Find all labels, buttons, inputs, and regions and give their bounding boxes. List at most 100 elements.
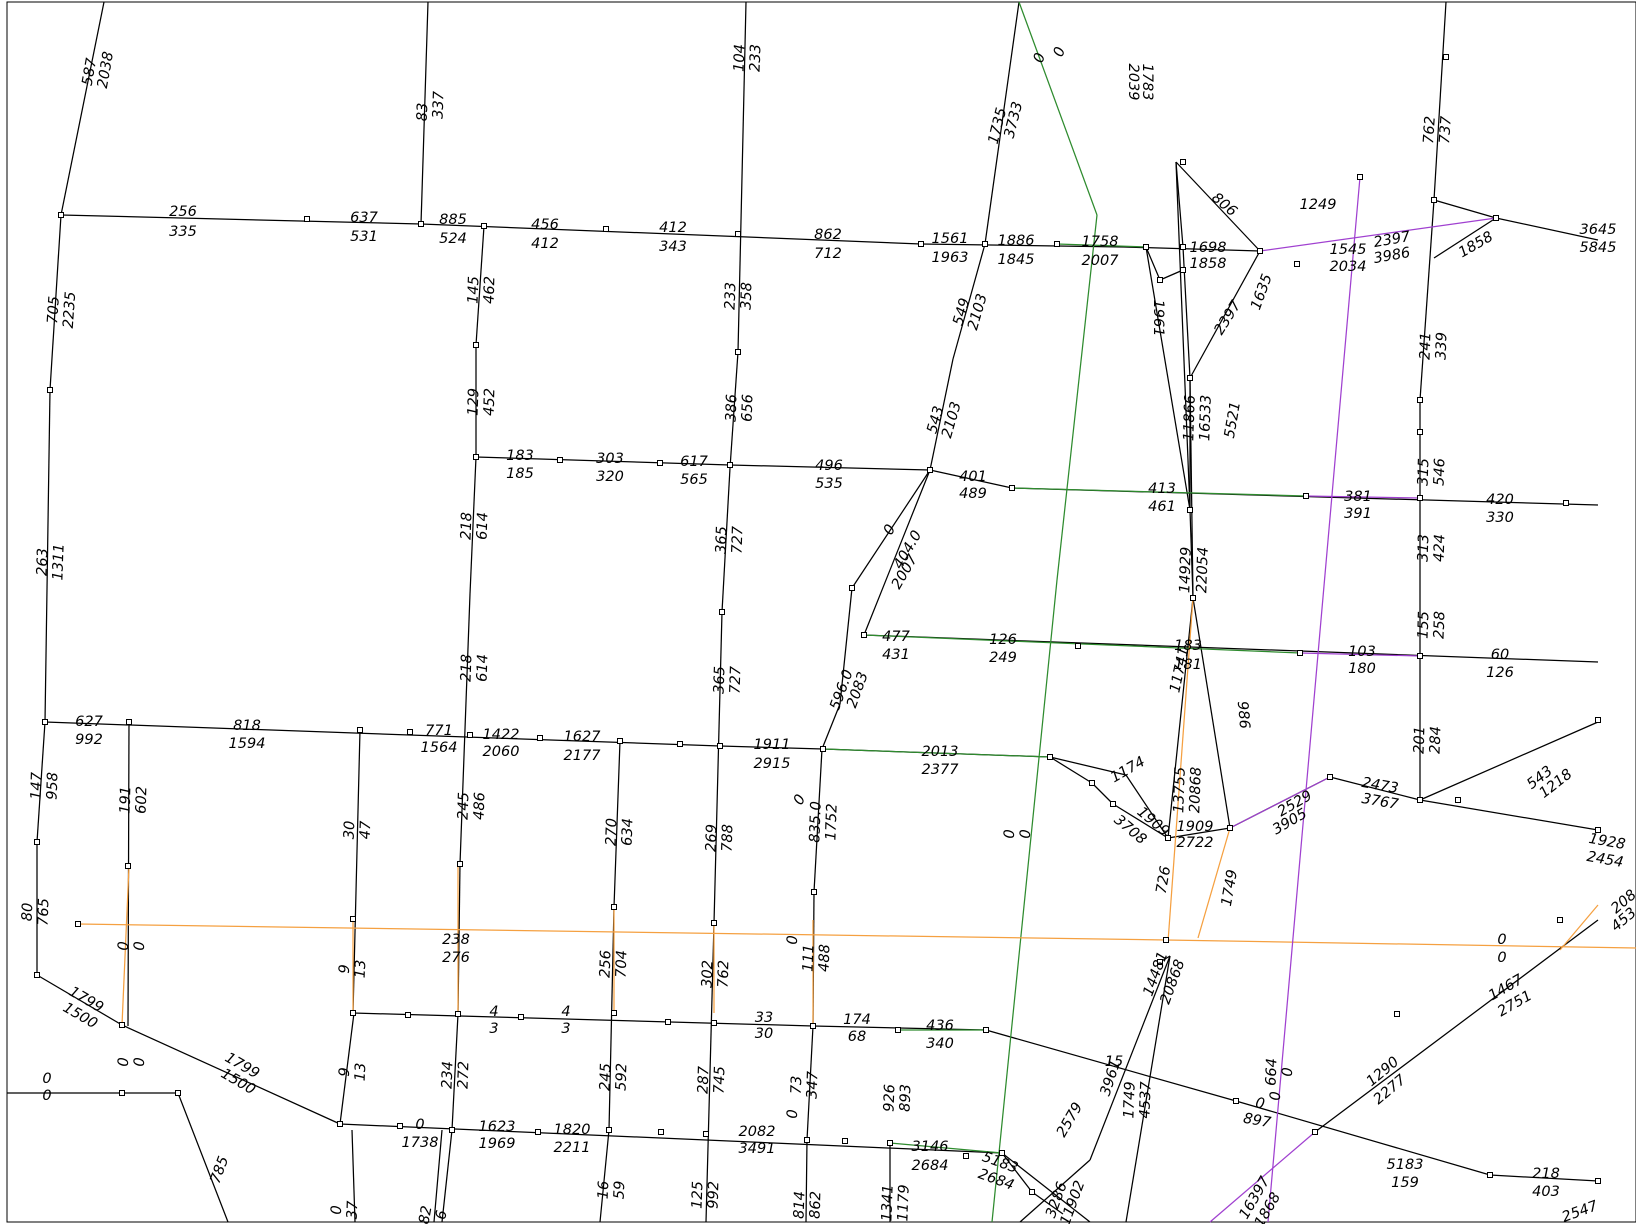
road-segment-base[interactable]: [1189, 377, 1194, 599]
junction-node[interactable]: [119, 1090, 125, 1096]
road-segment-base[interactable]: [839, 587, 853, 705]
junction-node[interactable]: [1009, 485, 1015, 491]
junction-node[interactable]: [677, 741, 683, 747]
road-segment-base[interactable]: [1112, 803, 1169, 839]
road-segment-base[interactable]: [44, 721, 721, 747]
road-segment-base[interactable]: [1189, 509, 1194, 599]
road-segment-green[interactable]: [1056, 243, 1147, 248]
road-segment-base[interactable]: [813, 748, 823, 893]
road-segment-base[interactable]: [1192, 597, 1231, 829]
junction-node[interactable]: [1595, 717, 1601, 723]
junction-node[interactable]: [455, 1011, 461, 1017]
junction-node[interactable]: [658, 1129, 664, 1135]
junction-node[interactable]: [1187, 375, 1193, 381]
junction-node[interactable]: [449, 1127, 455, 1133]
road-segment-base[interactable]: [60, 214, 422, 225]
road-segment-base[interactable]: [441, 1129, 453, 1223]
junction-node[interactable]: [1417, 397, 1423, 403]
junction-node[interactable]: [418, 221, 424, 227]
junction-node[interactable]: [47, 387, 53, 393]
junction-node[interactable]: [1163, 937, 1169, 943]
road-segment-base[interactable]: [352, 729, 361, 1014]
junction-node[interactable]: [810, 1023, 816, 1029]
junction-node[interactable]: [1054, 241, 1060, 247]
road-segment-base[interactable]: [469, 456, 477, 595]
road-segment-base[interactable]: [719, 745, 824, 750]
junction-node[interactable]: [1417, 653, 1423, 659]
road-segment-base[interactable]: [339, 1012, 355, 1125]
junction-node[interactable]: [535, 1129, 541, 1135]
junction-node[interactable]: [304, 216, 310, 222]
junction-node[interactable]: [1089, 780, 1095, 786]
road-segment-base[interactable]: [1329, 776, 1421, 801]
junction-node[interactable]: [1595, 827, 1601, 833]
road-segment-base[interactable]: [920, 243, 1125, 248]
road-segment-base[interactable]: [1433, 1, 1447, 201]
junction-node[interactable]: [397, 1123, 403, 1129]
road-segment-base[interactable]: [1175, 161, 1261, 252]
road-segment-orange[interactable]: [121, 865, 130, 1026]
junction-node[interactable]: [665, 1019, 671, 1025]
junction-node[interactable]: [717, 743, 723, 749]
road-segment-base[interactable]: [1089, 955, 1171, 1161]
road-segment-base[interactable]: [1189, 250, 1261, 379]
junction-node[interactable]: [735, 231, 741, 237]
road-segment-green[interactable]: [822, 748, 1051, 758]
junction-node[interactable]: [1047, 754, 1053, 760]
road-segment-base[interactable]: [1049, 756, 1127, 776]
road-segment-base[interactable]: [1419, 199, 1435, 401]
road-segment-base[interactable]: [851, 469, 931, 589]
road-segment-green[interactable]: [889, 1142, 1003, 1154]
junction-node[interactable]: [918, 241, 924, 247]
junction-node[interactable]: [1257, 248, 1263, 254]
road-segment-orange[interactable]: [1167, 597, 1194, 943]
junction-node[interactable]: [1157, 277, 1163, 283]
road-segment-base[interactable]: [420, 223, 922, 245]
junction-node[interactable]: [1157, 959, 1163, 965]
junction-node[interactable]: [711, 1020, 717, 1026]
road-segment-base[interactable]: [705, 922, 715, 1223]
junction-node[interactable]: [611, 904, 617, 910]
junction-node[interactable]: [983, 1027, 989, 1033]
junction-node[interactable]: [1180, 159, 1186, 165]
road-segment-base[interactable]: [60, 1, 105, 216]
road-segment-base[interactable]: [1433, 217, 1497, 259]
road-segment-base[interactable]: [121, 1024, 341, 1125]
junction-node[interactable]: [557, 457, 563, 463]
road-segment-base[interactable]: [721, 467, 731, 613]
junction-node[interactable]: [1227, 825, 1233, 831]
road-segment-base[interactable]: [351, 1129, 356, 1223]
junction-node[interactable]: [405, 1012, 411, 1018]
junction-node[interactable]: [1327, 774, 1333, 780]
road-segment-base[interactable]: [1419, 799, 1599, 831]
junction-node[interactable]: [1233, 1098, 1239, 1104]
road-segment-base[interactable]: [1433, 199, 1497, 219]
road-segment-base[interactable]: [1019, 1159, 1091, 1223]
road-segment-base[interactable]: [49, 214, 62, 391]
road-segment-base[interactable]: [985, 1029, 1237, 1102]
road-segment-base[interactable]: [451, 1013, 459, 1131]
road-segment-base[interactable]: [1125, 774, 1169, 839]
road-segment-purple[interactable]: [1305, 495, 1421, 499]
junction-node[interactable]: [175, 1090, 181, 1096]
road-segment-base[interactable]: [599, 1129, 610, 1223]
junction-node[interactable]: [1417, 429, 1423, 435]
junction-node[interactable]: [350, 1010, 356, 1016]
junction-node[interactable]: [1110, 801, 1116, 807]
road-segment-base[interactable]: [613, 740, 621, 908]
junction-node[interactable]: [1357, 174, 1363, 180]
road-segment-base[interactable]: [36, 721, 46, 843]
road-segment-base[interactable]: [1314, 919, 1599, 1133]
junction-node[interactable]: [895, 1027, 901, 1033]
junction-node[interactable]: [1417, 797, 1423, 803]
junction-node[interactable]: [703, 1131, 709, 1137]
road-segment-base[interactable]: [433, 1129, 443, 1223]
road-segment-base[interactable]: [475, 456, 731, 466]
junction-node[interactable]: [849, 585, 855, 591]
road-segment-base[interactable]: [713, 611, 723, 924]
road-segment-base[interactable]: [863, 469, 931, 636]
junction-node[interactable]: [1557, 917, 1563, 923]
road-segment-base[interactable]: [1167, 827, 1231, 839]
junction-node[interactable]: [467, 732, 473, 738]
